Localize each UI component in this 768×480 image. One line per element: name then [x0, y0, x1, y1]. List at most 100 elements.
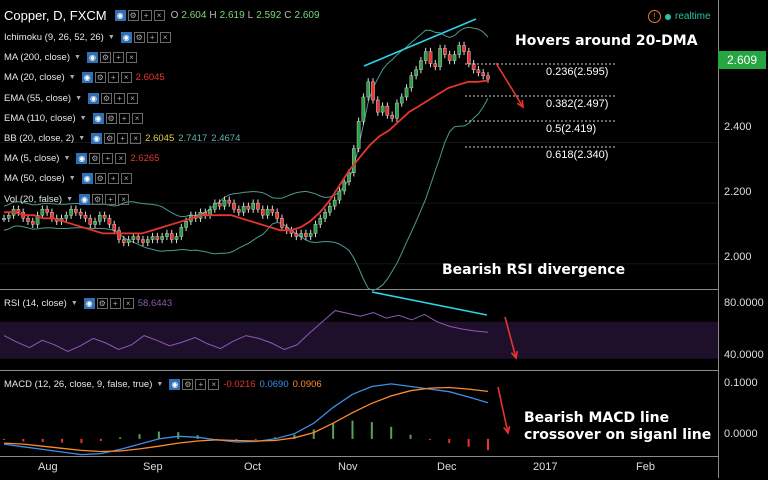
settings-icon[interactable]: ⚙ — [101, 93, 112, 104]
add-icon[interactable]: + — [195, 379, 207, 390]
macd-tick: 0.1000 — [724, 377, 758, 389]
settings-icon[interactable]: ⚙ — [104, 133, 116, 144]
add-icon[interactable]: + — [146, 32, 158, 43]
add-icon[interactable]: + — [118, 113, 130, 124]
indicator-legend[interactable]: Vol (20, false) ▼ ◉ ⚙ + × — [4, 194, 130, 205]
caret-down-icon[interactable]: ▼ — [70, 300, 78, 307]
macd-histogram-bar — [409, 434, 412, 439]
caret-down-icon[interactable]: ▼ — [74, 54, 81, 61]
eye-icon[interactable]: ◉ — [81, 173, 93, 184]
close-icon[interactable]: × — [118, 194, 130, 205]
close-icon[interactable]: × — [153, 10, 165, 21]
indicator-legend[interactable]: MA (50, close) ▼ ◉ ⚙ + × — [4, 173, 132, 184]
macd-histogram-bar — [370, 422, 373, 439]
add-icon[interactable]: + — [140, 10, 152, 21]
caret-down-icon[interactable]: ▼ — [68, 74, 76, 81]
eye-icon[interactable]: ◉ — [88, 93, 99, 104]
indicator-legend[interactable]: MA (5, close) ▼ ◉ ⚙ + × 2.6265 — [4, 153, 160, 164]
caret-down-icon[interactable]: ▼ — [75, 95, 82, 102]
macd-histogram-bar — [274, 437, 277, 439]
close-icon[interactable]: × — [122, 298, 134, 309]
caret-down-icon[interactable]: ▼ — [79, 115, 87, 122]
candle-body — [241, 205, 246, 213]
close-icon[interactable]: × — [159, 32, 171, 43]
eye-icon[interactable]: ◉ — [114, 10, 126, 21]
rsi-legend[interactable]: RSI (14, close) ▼ ◉ ⚙ + × 58.6443 — [4, 298, 173, 309]
close-icon[interactable]: × — [120, 173, 132, 184]
add-icon[interactable]: + — [107, 72, 119, 83]
rsi-trendline — [371, 291, 488, 316]
candle-body — [361, 96, 366, 122]
candle-body — [169, 233, 174, 240]
candle-body — [409, 75, 414, 89]
add-icon[interactable]: + — [102, 153, 114, 164]
eye-icon[interactable]: ◉ — [169, 379, 181, 390]
candle-body — [347, 172, 351, 183]
settings-icon[interactable]: ⚙ — [92, 194, 104, 205]
close-icon[interactable]: × — [115, 153, 127, 164]
settings-icon[interactable]: ⚙ — [99, 52, 111, 63]
settings-icon[interactable]: ⚙ — [105, 113, 117, 124]
eye-icon[interactable]: ◉ — [83, 298, 95, 309]
settings-icon[interactable]: ⚙ — [127, 10, 139, 21]
warning-icon[interactable]: ! — [648, 10, 661, 23]
annotation-macd-1: Bearish MACD line — [524, 410, 670, 426]
add-icon[interactable]: + — [114, 93, 125, 104]
indicator-legend[interactable]: Ichimoku (9, 26, 52, 26) ▼ ◉ ⚙ + × — [4, 32, 171, 43]
eye-icon[interactable]: ◉ — [79, 194, 91, 205]
settings-icon[interactable]: ⚙ — [133, 32, 145, 43]
eye-icon[interactable]: ◉ — [91, 133, 103, 144]
add-icon[interactable]: + — [109, 298, 121, 309]
add-icon[interactable]: + — [117, 133, 129, 144]
eye-icon[interactable]: ◉ — [76, 153, 88, 164]
caret-down-icon[interactable]: ▼ — [63, 155, 71, 162]
macd-histogram-bar — [467, 438, 470, 447]
annotation-macd-2: crossover on siganl line — [524, 427, 712, 443]
annotation-rsi-divergence: Bearish RSI divergence — [442, 262, 626, 278]
settings-icon[interactable]: ⚙ — [94, 72, 106, 83]
close-icon[interactable]: × — [120, 72, 132, 83]
eye-icon[interactable]: ◉ — [86, 52, 98, 63]
macd-histogram-bar — [61, 438, 64, 443]
settings-icon[interactable]: ⚙ — [89, 153, 101, 164]
arrow-down-icon-head — [510, 350, 519, 360]
caret-down-icon[interactable]: ▼ — [68, 175, 76, 182]
add-icon[interactable]: + — [112, 52, 124, 63]
symbol-title[interactable]: Copper, D, FXCM — [4, 8, 107, 23]
settings-icon[interactable]: ⚙ — [182, 379, 194, 390]
close-icon[interactable]: × — [208, 379, 220, 390]
caret-down-icon[interactable]: ▼ — [107, 34, 115, 41]
close-icon[interactable]: × — [127, 93, 138, 104]
settings-icon[interactable]: ⚙ — [94, 173, 106, 184]
candle-body — [222, 199, 227, 207]
macd-signal-value: 0.0906 — [292, 379, 322, 390]
macd-histogram-bar — [254, 438, 257, 440]
macd-legend[interactable]: MACD (12, 26, close, 9, false, true) ▼ ◉ ⚙… — [4, 379, 322, 390]
candle-body — [462, 45, 466, 52]
settings-icon[interactable]: ⚙ — [96, 298, 108, 309]
add-icon[interactable]: + — [107, 173, 119, 184]
eye-icon[interactable]: ◉ — [92, 113, 104, 124]
indicator-legend[interactable]: MA (200, close) ▼ ◉ ⚙ + × — [4, 52, 137, 63]
candle-body — [26, 218, 30, 222]
caret-down-icon[interactable]: ▼ — [66, 196, 74, 203]
annotation-hovers: Hovers around 20-DMA — [515, 33, 698, 49]
candle-body — [232, 202, 236, 210]
indicator-legend[interactable]: EMA (110, close) ▼ ◉ ⚙ + × — [4, 113, 143, 124]
eye-icon[interactable]: ◉ — [81, 72, 93, 83]
indicator-legend[interactable]: EMA (55, close) ▼ ◉ ⚙ + × — [4, 93, 138, 104]
candle-body — [481, 72, 486, 76]
close-icon[interactable]: × — [130, 133, 142, 144]
indicator-legend[interactable]: BB (20, close, 2) ▼ ◉ ⚙ + × 2.6045 2.7417 2.4674 — [4, 133, 241, 144]
close-icon[interactable]: × — [131, 113, 143, 124]
indicator-legend[interactable]: MA (20, close) ▼ ◉ ⚙ + × 2.6045 — [4, 72, 165, 83]
caret-down-icon[interactable]: ▼ — [156, 381, 164, 388]
close-icon[interactable]: × — [125, 52, 137, 63]
candle-body — [270, 208, 275, 213]
caret-down-icon[interactable]: ▼ — [78, 135, 86, 142]
eye-icon[interactable]: ◉ — [120, 32, 132, 43]
fib-label-0382: 0.382(2.497) — [546, 98, 609, 110]
add-icon[interactable]: + — [105, 194, 117, 205]
candle-body — [174, 236, 179, 240]
macd-histogram-bar — [448, 438, 451, 444]
